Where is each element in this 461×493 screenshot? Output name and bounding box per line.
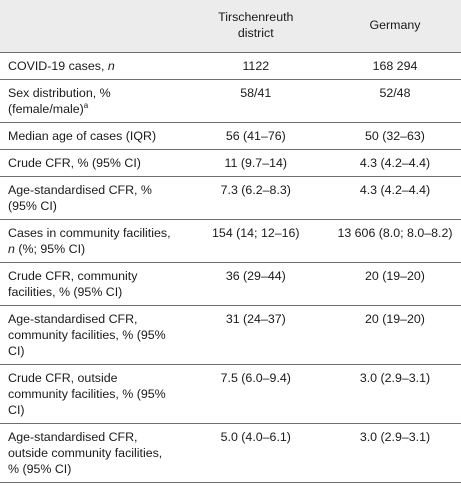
row-label: Age-standardised CFR, outside community … bbox=[0, 423, 183, 483]
row-label-text: Cases in community facilities, bbox=[8, 226, 171, 240]
row-label-italic: n bbox=[107, 59, 115, 73]
cell-tirschenreuth: 5.0 (4.0–6.1) bbox=[182, 423, 329, 483]
cell-germany: 4.3 (4.2–4.4) bbox=[328, 176, 461, 220]
row-label-after: (%; 95% CI) bbox=[14, 242, 86, 256]
table-row: Age-standardised CFR, community faciliti… bbox=[0, 305, 461, 365]
table-row: Sex distribution, % (female/male)a 58/41… bbox=[0, 79, 461, 123]
table-row: Cases in community facilities, n (%; 95%… bbox=[0, 219, 461, 263]
cell-germany: 50 (32–63) bbox=[328, 122, 461, 150]
cell-germany: 20 (19–20) bbox=[328, 262, 461, 306]
cell-germany: 52/48 bbox=[328, 79, 461, 123]
row-label: COVID-19 cases, n bbox=[0, 52, 183, 80]
cell-germany: 3.0 (2.9–3.1) bbox=[328, 423, 461, 483]
cell-tirschenreuth: 36 (29–44) bbox=[182, 262, 329, 306]
header-tirschenreuth-line2: district bbox=[237, 26, 274, 40]
cell-germany: 168 294 bbox=[328, 52, 461, 80]
row-label-text: Sex distribution, % (female/male) bbox=[8, 86, 111, 116]
header-tirschenreuth-line1: Tirschenreuth bbox=[218, 10, 294, 24]
data-table: Tirschenreuth district Germany COVID-19 … bbox=[0, 0, 461, 483]
header-germany-label: Germany bbox=[369, 18, 421, 32]
table-row: COVID-19 cases, n 1122 168 294 bbox=[0, 52, 461, 80]
cell-tirschenreuth: 31 (24–37) bbox=[182, 305, 329, 365]
row-label: Cases in community facilities, n (%; 95%… bbox=[0, 219, 183, 263]
row-label: Age-standardised CFR, community faciliti… bbox=[0, 305, 183, 365]
header-germany: Germany bbox=[328, 0, 461, 53]
cell-germany: 13 606 (8.0; 8.0–8.2) bbox=[328, 219, 461, 263]
cell-germany: 4.3 (4.2–4.4) bbox=[328, 149, 461, 177]
cell-germany: 20 (19–20) bbox=[328, 305, 461, 365]
table-row: Median age of cases (IQR) 56 (41–76) 50 … bbox=[0, 122, 461, 150]
cell-tirschenreuth: 56 (41–76) bbox=[182, 122, 329, 150]
table-row: Age-standardised CFR, % (95% CI) 7.3 (6.… bbox=[0, 176, 461, 220]
row-label-italic: n bbox=[8, 242, 15, 256]
header-tirschenreuth: Tirschenreuth district bbox=[182, 0, 329, 53]
row-label: Crude CFR, outside community facilities,… bbox=[0, 364, 183, 424]
row-label: Crude CFR, community facilities, % (95% … bbox=[0, 262, 183, 306]
table-row: Age-standardised CFR, outside community … bbox=[0, 423, 461, 483]
cell-tirschenreuth: 7.5 (6.0–9.4) bbox=[182, 364, 329, 424]
cell-tirschenreuth: 11 (9.7–14) bbox=[182, 149, 329, 177]
table-row: Crude CFR, community facilities, % (95% … bbox=[0, 262, 461, 306]
header-row: Tirschenreuth district Germany bbox=[0, 0, 461, 53]
cell-germany: 3.0 (2.9–3.1) bbox=[328, 364, 461, 424]
row-label: Crude CFR, % (95% CI) bbox=[0, 149, 183, 177]
row-label: Median age of cases (IQR) bbox=[0, 122, 183, 150]
cell-tirschenreuth: 1122 bbox=[182, 52, 329, 80]
cell-tirschenreuth: 154 (14; 12–16) bbox=[182, 219, 329, 263]
table-row: Crude CFR, outside community facilities,… bbox=[0, 364, 461, 424]
table-row: Crude CFR, % (95% CI) 11 (9.7–14) 4.3 (4… bbox=[0, 149, 461, 177]
cell-tirschenreuth: 7.3 (6.2–8.3) bbox=[182, 176, 329, 220]
row-label: Age-standardised CFR, % (95% CI) bbox=[0, 176, 183, 220]
cell-tirschenreuth: 58/41 bbox=[182, 79, 329, 123]
row-label: Sex distribution, % (female/male)a bbox=[0, 79, 183, 123]
row-label-text: COVID-19 cases, bbox=[8, 59, 108, 73]
row-label-footnote: a bbox=[83, 100, 89, 110]
header-label-column bbox=[0, 0, 183, 53]
